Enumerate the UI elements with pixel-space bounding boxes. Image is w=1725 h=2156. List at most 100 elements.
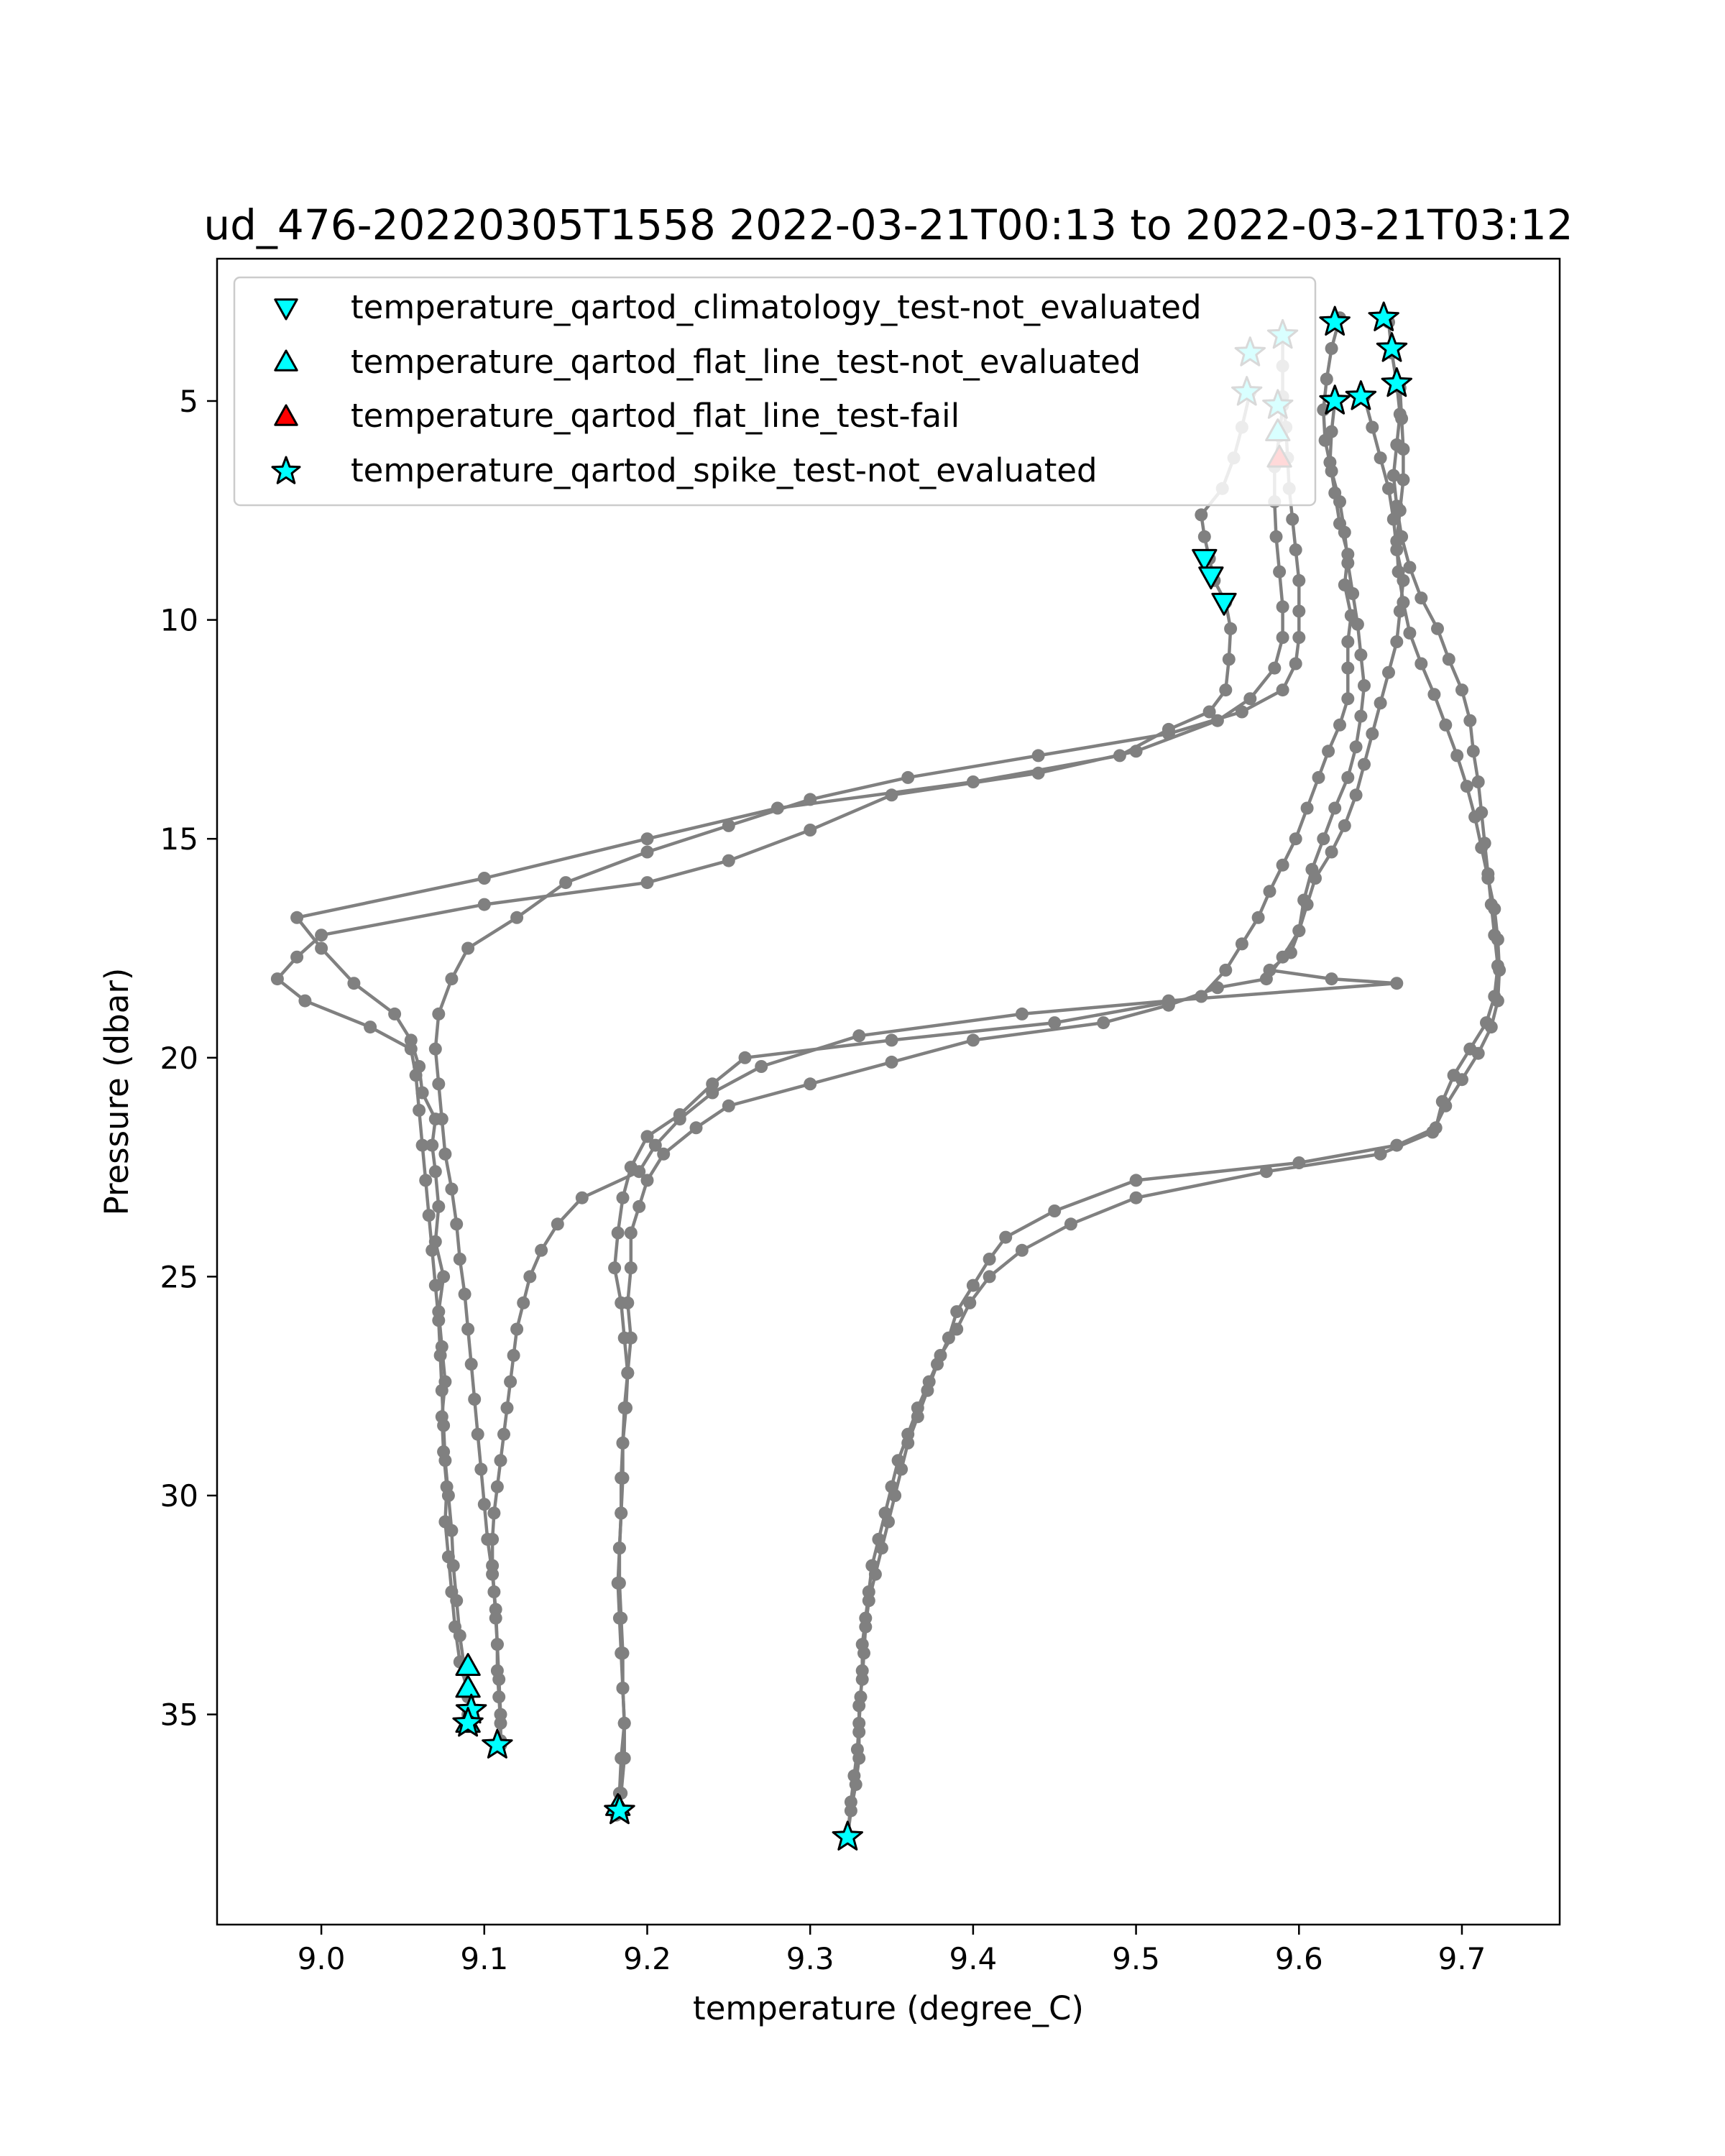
profile-7-point <box>510 911 524 924</box>
profile-6-point <box>891 1454 905 1468</box>
profile-7-point <box>477 1498 491 1511</box>
legend-label-climatology-not-evaluated: temperature_qartod_climatology_test-not_… <box>351 288 1202 326</box>
profile-1-point <box>477 872 491 885</box>
profile-3-point <box>1263 885 1276 898</box>
profile-8-point <box>1162 994 1175 1008</box>
profile-6-point <box>1064 1217 1077 1231</box>
profile-6-point <box>1460 780 1473 793</box>
profile-4-point <box>616 1436 630 1450</box>
profile-1-point <box>1197 530 1211 543</box>
profile-5-point <box>1403 561 1417 574</box>
y-axis-label: Pressure (dbar) <box>98 968 136 1216</box>
spike-not-evaluated-marker <box>1319 384 1351 415</box>
profile-8-point <box>575 1191 589 1204</box>
profile-3-point <box>1341 661 1355 675</box>
profile-8-point <box>1354 709 1368 723</box>
x-axis-ticks: 9.0 9.1 9.2 9.3 9.4 9.5 9.6 9.7 <box>298 1925 1486 1976</box>
profile-5-point <box>1431 622 1444 635</box>
legend-box <box>233 276 1317 507</box>
profile-2-point <box>445 1524 459 1537</box>
profile-8-point <box>490 1664 504 1677</box>
profile-6-point <box>922 1375 936 1388</box>
profile-3-point <box>1251 911 1265 924</box>
profile-2-point <box>315 929 328 942</box>
profile-8-point <box>1349 740 1363 754</box>
x-tick-label: 9.0 <box>298 1941 346 1976</box>
profile-5-point <box>1048 1204 1062 1217</box>
profile-2-point <box>804 824 817 837</box>
profile-6-point <box>1488 902 1501 916</box>
profile-2-point <box>1129 745 1143 758</box>
profile-8-point <box>494 1454 507 1468</box>
profile-3-point <box>608 1261 622 1275</box>
profile-5-point <box>1463 714 1477 727</box>
profile-4-point <box>1374 451 1387 465</box>
legend-marker-1 <box>274 298 298 321</box>
profile-3-point <box>1300 801 1314 815</box>
profile-8-point <box>489 1611 502 1625</box>
profile-7-point <box>464 1358 478 1371</box>
profile-3-point <box>616 1191 630 1204</box>
profile-2-point <box>433 1349 447 1362</box>
profile-2-point <box>437 1419 451 1432</box>
profile-6-point <box>850 1743 864 1756</box>
x-tick-label: 9.3 <box>786 1941 834 1976</box>
profile-7-point <box>468 1393 482 1406</box>
profile-1-point <box>1195 508 1208 522</box>
profile-8-point <box>1263 963 1276 977</box>
x-tick-label: 9.1 <box>460 1941 508 1976</box>
profile-3-point <box>1338 578 1351 591</box>
profile-2-point <box>415 1138 429 1152</box>
profile-4-point <box>1358 757 1371 771</box>
profile-4-point <box>615 1751 628 1765</box>
profile-1-point <box>388 1007 402 1021</box>
profile-7-point <box>435 1112 448 1126</box>
profile-6-point <box>1397 596 1410 609</box>
profile-7-point <box>445 972 459 986</box>
profile-4-point <box>617 1716 631 1730</box>
profile-7-point <box>1289 543 1302 557</box>
profile-3-point <box>738 1051 752 1064</box>
profile-6-point <box>1439 718 1453 732</box>
profile-2-point <box>438 1454 452 1468</box>
profile-4-point <box>1325 845 1338 859</box>
profile-4-point <box>1382 665 1395 679</box>
profile-1-point <box>437 1270 451 1284</box>
profile-3-point <box>1312 770 1325 784</box>
profile-7-point <box>1292 631 1306 644</box>
spike-not-evaluated-marker <box>604 1794 635 1825</box>
profile-6-point <box>852 1716 866 1730</box>
profile-2-point <box>413 1103 426 1117</box>
profile-3-point <box>1219 963 1233 977</box>
profile-7-point <box>474 1462 488 1476</box>
spike-not-evaluated-marker <box>452 1707 484 1737</box>
profile-6-point <box>1475 841 1489 854</box>
profile-5-point <box>999 1230 1013 1244</box>
profile-2-point <box>432 1314 446 1327</box>
legend-marker-4 <box>271 456 301 484</box>
profile-4-point <box>722 1099 735 1112</box>
climatology-not-evaluated-marker <box>1192 548 1218 572</box>
profile-8-point <box>490 1480 504 1493</box>
profile-7-point <box>1031 749 1045 763</box>
profile-6-point <box>1397 443 1410 456</box>
profile-4-point <box>1374 696 1387 710</box>
profile-4-point <box>657 1147 671 1161</box>
profile-7-point <box>1162 727 1175 740</box>
profile-6-point <box>1426 1125 1440 1139</box>
spike-not-evaluated-marker <box>1368 301 1399 331</box>
profile-6-point <box>950 1322 964 1336</box>
profile-2-point <box>426 1243 439 1257</box>
profile-4-point <box>617 1401 631 1415</box>
profile-3-point <box>1289 832 1302 846</box>
profile-6-point <box>1455 1073 1468 1087</box>
profile-4-point <box>689 1121 703 1135</box>
legend: temperature_qartod_climatology_test-not_… <box>233 276 1317 507</box>
profile-8-point <box>1317 832 1330 846</box>
profile-6-point <box>1484 1021 1498 1034</box>
profile-8-point <box>1325 341 1338 355</box>
profile-5-point <box>1129 1174 1143 1187</box>
profiles-layer <box>270 311 1506 1844</box>
profile-3-point <box>1048 1016 1062 1030</box>
profile-4-point <box>1338 819 1351 832</box>
